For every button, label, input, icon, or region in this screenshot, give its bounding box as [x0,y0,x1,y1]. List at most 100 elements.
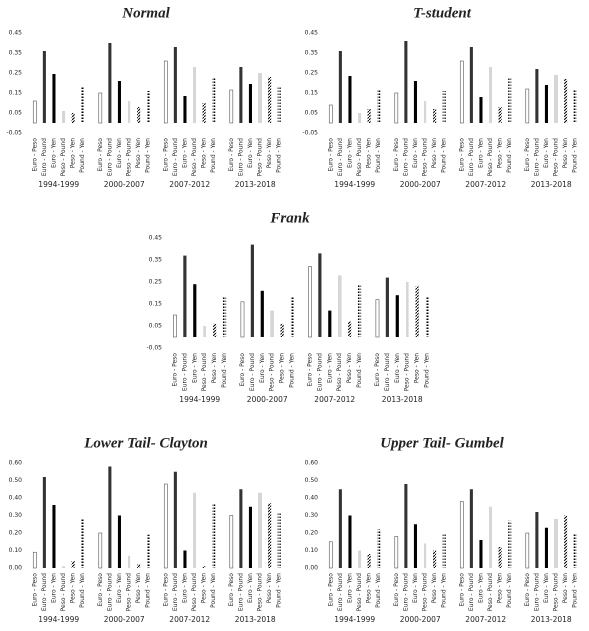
bar [62,566,66,568]
bar-label: Euro - Yen [543,138,550,168]
bar-label: Pound - Yen [276,573,283,608]
bar-label: Pound - Yen [506,138,513,173]
bar-label: Pound - Yen [572,138,579,173]
bar-label: Peso - Yen [414,353,421,383]
group-label: 2007-2012 [169,615,210,624]
bar-label: Euro - Pound [106,573,113,611]
bar [52,74,56,123]
group-label: 2007-2012 [314,395,355,404]
bar [479,97,483,123]
bar-label: Euro - Peso [31,573,38,607]
bar-label: Peso - Pound [404,353,411,392]
bar-label: Pound - Yen [145,573,152,608]
bar-label: Pound - Yen [375,573,382,608]
bar [498,547,502,568]
y-tick-label: 0.40 [305,495,319,502]
bar [32,100,37,124]
chart-title: Upper Tail- Gumbel [380,435,504,451]
bar [222,297,227,337]
bar [423,543,427,568]
bar-label: Euro - Peso [228,138,235,172]
bar-label: Peso - Pound [60,573,67,612]
bar-label: Pound - Yen [441,138,448,173]
bar-label: Peso - Yen [279,353,286,383]
bar-label: Euro - Pound [237,138,244,176]
bar [535,69,539,123]
bar-label: Pound - Yen [145,138,152,173]
bar-label: Euro - Yen [50,138,57,168]
bar [193,67,197,123]
bar-label: Euro - Pound [106,138,113,176]
bar [127,555,131,568]
bar-label: Euro - Pound [468,573,475,611]
y-tick-label: 0.15 [305,90,319,97]
bar-label: Euro - Pound [172,573,179,611]
bar [71,561,75,568]
bar [358,550,362,568]
bar-label: Euro - Peso [162,573,169,607]
bar [98,532,103,569]
bar [564,515,568,568]
y-tick-label: 0.50 [9,477,23,484]
bar-label: Peso - Pound [269,353,276,392]
bar [239,67,243,123]
bar-label: Euro - Peso [524,573,531,607]
bar [338,51,342,123]
bar-label: Euro - Yen [346,573,353,603]
bar [433,550,437,568]
y-tick-label: -0.05 [6,130,22,137]
bar-label: Pound - Yen [424,353,431,388]
bar-label: Peso - Yen [135,138,142,168]
bar [489,67,493,123]
bar-label: Peso - Yen [266,573,273,603]
y-tick-label: 0.30 [9,512,23,519]
bar [564,79,568,123]
y-tick-label: 0.40 [9,495,23,502]
bar [338,275,342,337]
bar-label: Pound - Yen [289,353,296,388]
group-label: 1994-1999 [179,395,220,404]
bar [375,299,380,338]
y-tick-label: 0.25 [9,70,23,77]
bar [260,290,264,337]
group-label: 2000-2007 [400,615,441,624]
bar [108,43,112,123]
bar [127,101,131,123]
bar-label: Euro - Peso [327,573,334,607]
bar-label: Peso - Yen [70,573,77,603]
group-label: 2000-2007 [104,615,145,624]
bar [117,515,121,568]
y-tick-label: 0.35 [9,50,23,57]
bar [183,255,187,337]
bar [173,471,177,568]
bar [415,286,419,337]
bar [405,282,409,337]
y-tick-label: 0.45 [9,30,23,37]
group-label: 2000-2007 [400,180,441,189]
y-tick-label: 0.15 [149,301,163,308]
bar-label: Euro - Pound [337,573,344,611]
bar [377,89,381,123]
y-tick-label: -0.05 [146,345,162,352]
bar [173,47,177,123]
bar-label: Euro - Peso [306,353,313,387]
bar-label: Peso - Pound [487,573,494,612]
bar [573,89,577,123]
bar-label: Peso - Yen [497,573,504,603]
group-label: 2013-2018 [235,180,276,189]
bar-label: Peso - Pound [553,573,560,612]
bar [202,566,206,568]
bar-label: Euro - Peso [327,138,334,172]
bar-label: Peso - Pound [257,138,264,177]
group-label: 2013-2018 [531,180,572,189]
bar-label: Euro - Yen [50,573,57,603]
group-label: 1994-1999 [38,615,79,624]
y-tick-label: 0.50 [305,477,319,484]
bar-label: Peso - Pound [553,138,560,177]
bar-label: Euro - Peso [31,138,38,172]
bar [108,466,112,568]
bar [290,297,294,337]
bar [277,87,281,123]
bar-label: Peso - Yen [366,138,373,168]
